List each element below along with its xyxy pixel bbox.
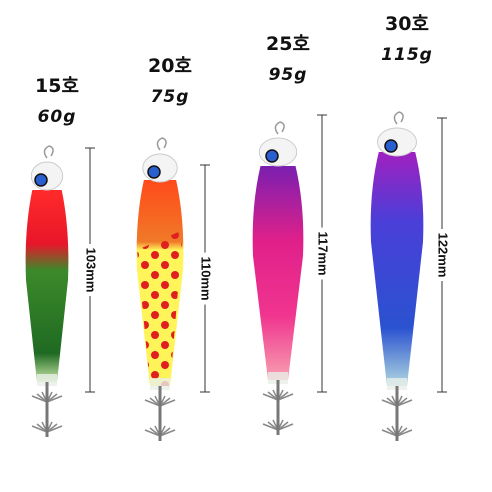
length-label: 110mm: [199, 256, 214, 300]
line-eye: [393, 111, 404, 125]
dimension-gap: [82, 244, 98, 296]
hook-spike: [36, 423, 48, 433]
line-eye: [43, 145, 54, 159]
hook-spike: [31, 395, 48, 403]
lure-body: [370, 152, 424, 386]
hook-spike: [159, 429, 176, 437]
hook-spike: [396, 429, 413, 437]
hook-spike: [277, 393, 294, 401]
line-eye: [274, 121, 285, 135]
hook-spike: [396, 399, 413, 407]
length-label: 117mm: [316, 231, 331, 275]
weight-label: 75g: [151, 87, 190, 107]
hook-spike: [381, 399, 398, 407]
hook-spike: [381, 429, 398, 437]
size-label: 30호: [385, 13, 429, 35]
weight-label: 115g: [381, 45, 433, 65]
lure-eye: [34, 173, 48, 187]
lure-eye: [265, 149, 279, 163]
lure-eye: [147, 165, 161, 179]
hook-spike: [267, 391, 279, 401]
size-label: 15호: [35, 75, 79, 97]
hook-spike: [149, 427, 161, 437]
lure-body: [25, 190, 69, 382]
weight-label: 95g: [269, 65, 308, 85]
hook-spike: [159, 399, 176, 407]
hook-spike: [386, 427, 398, 437]
length-label: 122mm: [436, 233, 451, 278]
hook-spike: [46, 425, 63, 433]
size-label: 25호: [266, 33, 310, 55]
hook-spike: [31, 425, 48, 433]
lure-eye: [384, 139, 398, 153]
lure-tail: [268, 372, 288, 384]
lure-body: [252, 166, 304, 380]
hook-spike: [267, 421, 279, 431]
lure: [136, 137, 184, 441]
hook-spike: [149, 397, 161, 407]
lure: [25, 145, 69, 437]
lure-dots: [137, 230, 183, 386]
dimension-gap: [197, 252, 213, 305]
size-label: 20호: [148, 55, 192, 77]
length-label: 103mm: [84, 248, 99, 293]
hook-spike: [277, 423, 294, 431]
lure-tail: [387, 378, 407, 390]
lure-head: [142, 153, 178, 183]
dimension-gap: [434, 229, 450, 281]
hook-spike: [36, 393, 48, 403]
lure-tail: [37, 374, 57, 386]
lure-tail: [150, 378, 170, 390]
dimension-gap: [314, 227, 330, 280]
hook-spike: [144, 429, 161, 437]
line-eye: [156, 137, 167, 151]
weight-label: 60g: [38, 107, 77, 127]
lure-head: [258, 137, 298, 167]
hook-spike: [262, 423, 279, 431]
lure-head: [377, 127, 417, 157]
lure: [252, 121, 304, 435]
hook-spike: [262, 393, 279, 401]
hook-spike: [46, 395, 63, 403]
lure: [370, 111, 424, 441]
hook-spike: [144, 399, 161, 407]
hook-spike: [386, 397, 398, 407]
